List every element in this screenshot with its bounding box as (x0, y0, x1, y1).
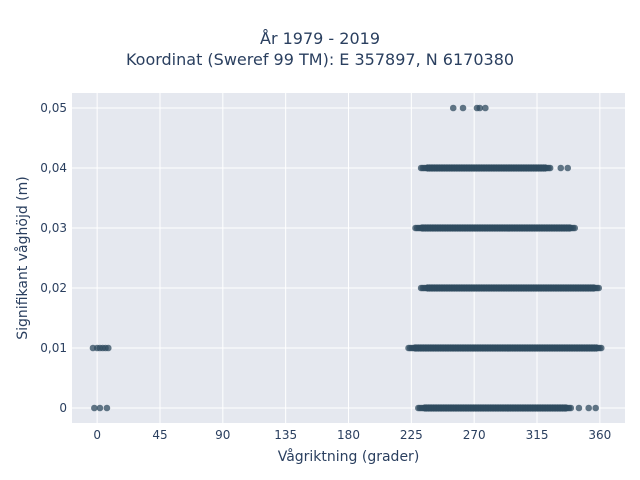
chart-title-line-1: År 1979 - 2019 (260, 29, 380, 48)
data-point (585, 404, 592, 412)
x-axis-label: Vågriktning (grader) (278, 448, 420, 465)
data-point (96, 404, 104, 412)
data-point (546, 164, 554, 172)
data-point (571, 224, 579, 232)
y-tick-label: 0,03 (40, 221, 67, 235)
x-tick-label: 225 (400, 428, 423, 442)
data-point (567, 404, 575, 412)
y-tick-label: 0,04 (40, 161, 67, 175)
y-tick-label: 0,01 (40, 341, 67, 355)
data-points (89, 104, 605, 412)
chart-title-line-2: Koordinat (Sweref 99 TM): E 357897, N 61… (125, 50, 515, 69)
x-tick-label: 135 (274, 428, 297, 442)
data-point (575, 404, 583, 412)
y-tick-label: 0 (59, 401, 67, 415)
x-tick-label: 0 (93, 428, 101, 442)
data-point (91, 404, 98, 412)
y-tick-label: 0,05 (40, 101, 67, 115)
data-point (103, 404, 111, 412)
data-point (592, 404, 599, 412)
x-tick-label: 45 (152, 428, 167, 442)
data-point (595, 284, 603, 292)
y-axis-label: Signifikant våghöjd (m) (14, 176, 31, 339)
data-point (557, 164, 565, 172)
data-point (449, 104, 457, 112)
x-tick-label: 360 (588, 428, 611, 442)
x-tick-label: 90 (215, 428, 230, 442)
data-point (459, 104, 467, 112)
data-point (564, 164, 572, 172)
y-tick-label: 0,02 (40, 281, 67, 295)
x-tick-label: 315 (526, 428, 549, 442)
x-tick-label: 180 (337, 428, 360, 442)
data-point (105, 344, 112, 352)
x-tick-label: 270 (463, 428, 486, 442)
data-point (476, 104, 484, 112)
data-point (482, 104, 489, 112)
data-point (597, 344, 605, 352)
axis-ticks: 0 45 90 135 180 225 270 315 360 0 0,01 0,02 0,03 0,04… (40, 101, 611, 442)
